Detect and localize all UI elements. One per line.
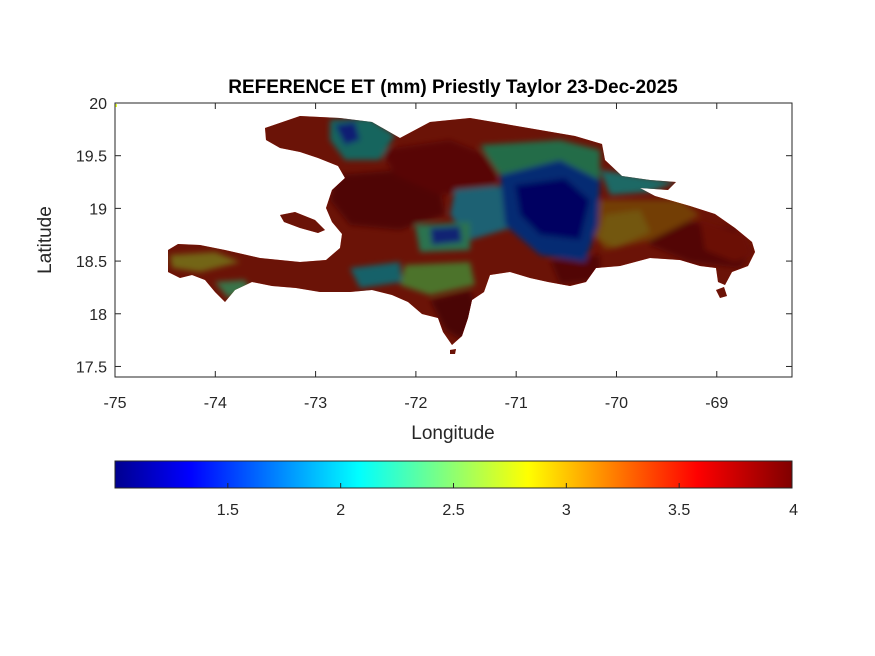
y-tick-label: 19.5 [76, 149, 107, 166]
x-tick-label: -73 [304, 395, 327, 412]
edge-pixel [115, 104, 117, 107]
chart-title: REFERENCE ET (mm) Priestly Taylor 23-Dec… [228, 77, 678, 98]
x-tick-label: -74 [204, 395, 227, 412]
y-axis-ticks: 17.5 18 18.5 19 19.5 20 [76, 96, 792, 376]
x-tick-label: -69 [705, 395, 728, 412]
x-tick-label: -75 [103, 395, 126, 412]
x-tick-label: -70 [605, 395, 628, 412]
x-tick-label: -72 [404, 395, 427, 412]
colorbar-tick-label: 4 [789, 502, 798, 519]
y-tick-label: 18 [89, 307, 107, 324]
y-tick-label: 17.5 [76, 359, 107, 376]
colorbar-tick-label: 3.5 [668, 502, 690, 519]
y-axis-label: Latitude [35, 206, 56, 274]
x-axis-label: Longitude [411, 423, 494, 444]
colorbar-tick-label: 2 [336, 502, 345, 519]
x-axis-ticks: -75 -74 -73 -72 -71 -70 -69 [103, 103, 728, 412]
colorbar-ticks: 1.5 2 2.5 3 3.5 4 [217, 483, 798, 519]
colorbar-tick-label: 3 [562, 502, 571, 519]
colorbar-tick-label: 1.5 [217, 502, 239, 519]
x-tick-label: -71 [505, 395, 528, 412]
y-tick-label: 20 [89, 96, 107, 113]
y-tick-label: 18.5 [76, 254, 107, 271]
y-tick-label: 19 [89, 201, 107, 218]
colorbar-tick-label: 2.5 [442, 502, 464, 519]
